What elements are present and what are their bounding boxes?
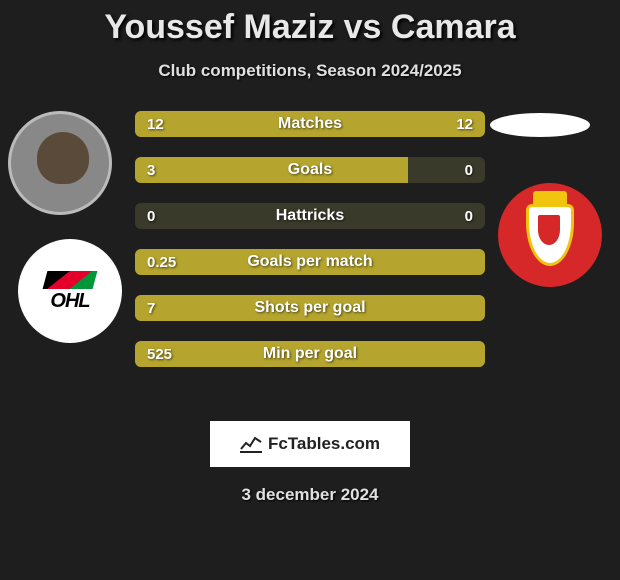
stat-label: Goals <box>135 157 485 183</box>
stat-row: 0.25Goals per match <box>135 249 485 275</box>
player-left-avatar <box>8 111 112 215</box>
brand-text: FcTables.com <box>268 434 380 454</box>
page-title: Youssef Maziz vs Camara <box>0 0 620 47</box>
player-right-club-badge <box>498 183 602 287</box>
stat-bars: 1212Matches 30Goals 00Hattricks 0.25Goals p… <box>135 111 485 387</box>
shield-icon <box>526 204 574 266</box>
stat-label: Min per goal <box>135 341 485 367</box>
stat-label: Hattricks <box>135 203 485 229</box>
chart-icon <box>240 435 262 453</box>
stat-label: Goals per match <box>135 249 485 275</box>
subtitle: Club competitions, Season 2024/2025 <box>0 61 620 81</box>
comparison-area: OHL 1212Matches 30Goals 00Hattricks 0.25Goa… <box>0 111 620 401</box>
stat-row: 30Goals <box>135 157 485 183</box>
stat-row: 1212Matches <box>135 111 485 137</box>
player-right-avatar <box>490 113 590 137</box>
brand-badge: FcTables.com <box>210 421 410 467</box>
club-left-code: OHL <box>45 291 95 311</box>
player-left-club-badge: OHL <box>18 239 122 343</box>
stat-row: 7Shots per goal <box>135 295 485 321</box>
stat-row: 525Min per goal <box>135 341 485 367</box>
stat-row: 00Hattricks <box>135 203 485 229</box>
stat-label: Matches <box>135 111 485 137</box>
date: 3 december 2024 <box>0 485 620 505</box>
ohl-stripes-icon <box>43 271 98 289</box>
stat-label: Shots per goal <box>135 295 485 321</box>
